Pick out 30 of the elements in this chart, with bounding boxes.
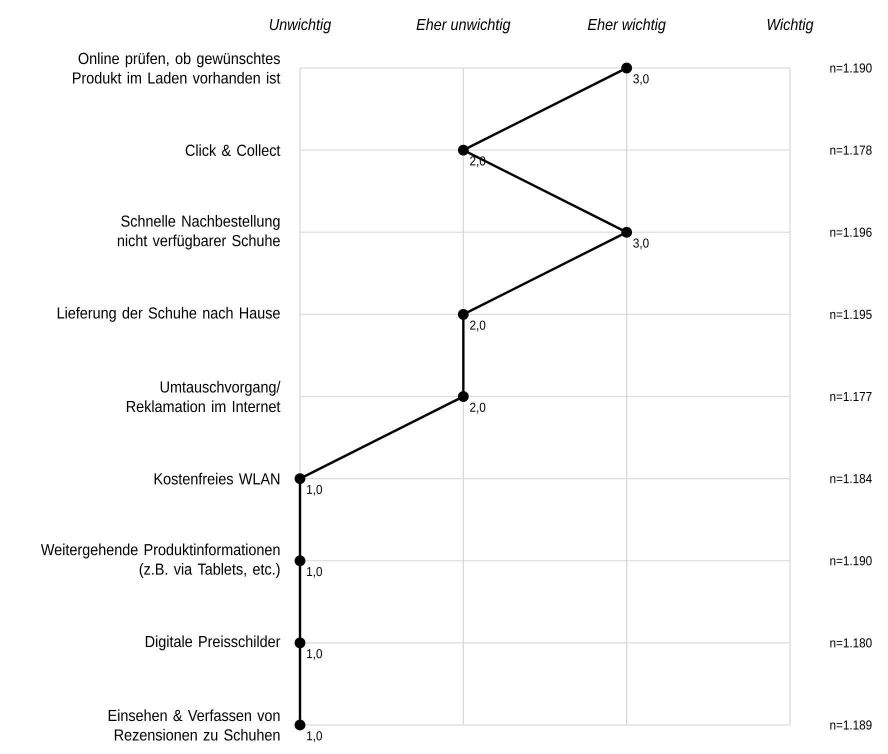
y-tick-label: Online prüfen, ob gewünschtes Produkt im Laden vorhanden ist (72, 52, 280, 84)
y-tick-label: Digitale Preisschilder (146, 635, 280, 650)
ref-line-label: Wichtig (768, 18, 814, 34)
text: n=1.178 (830, 146, 872, 155)
data-label: 3,0 (633, 238, 649, 250)
data-label: 1,0 (307, 731, 322, 742)
data-label: 1,0 (307, 566, 322, 578)
text: n=1.190 (830, 63, 872, 73)
y-tick-label: Weitergehende Produktinformationen (z.B. via Tablets, etc.) (40, 544, 280, 578)
text: n=1.180 (830, 638, 872, 648)
ref-line-label: Eher unwichtig (416, 18, 510, 34)
data-label: 1,0 (307, 649, 322, 660)
data-label: 2,0 (470, 320, 486, 332)
text: n=1.190 (830, 556, 872, 566)
y-tick-label: Schnelle Nachbestellung nicht verfügbarer Schuhe (118, 215, 280, 250)
text: n=1.177 (830, 392, 872, 401)
y-tick-label: Click & Collect (186, 144, 280, 156)
text: n=1.196 (830, 228, 872, 237)
data-label: 2,0 (470, 402, 486, 414)
data-label: 3,0 (633, 74, 649, 85)
text: n=1.184 (830, 474, 872, 484)
y-tick-label: Lieferung der Schuhe nach Hause (58, 306, 280, 322)
text: n=1.189 (830, 720, 872, 730)
data-label: 1,0 (307, 484, 322, 496)
text: n=1.195 (830, 310, 872, 319)
ref-line-label: Unwichtig (270, 18, 332, 34)
ref-line-label: Eher wichtig (588, 18, 666, 34)
y-tick-label: Einsehen & Verfassen von Rezensionen zu Schuhen (108, 709, 280, 741)
y-tick-label: Kostenfreies WLAN (154, 472, 280, 484)
y-tick-label: Umtauschvorgang/ Reklamation im Internet (126, 380, 280, 412)
